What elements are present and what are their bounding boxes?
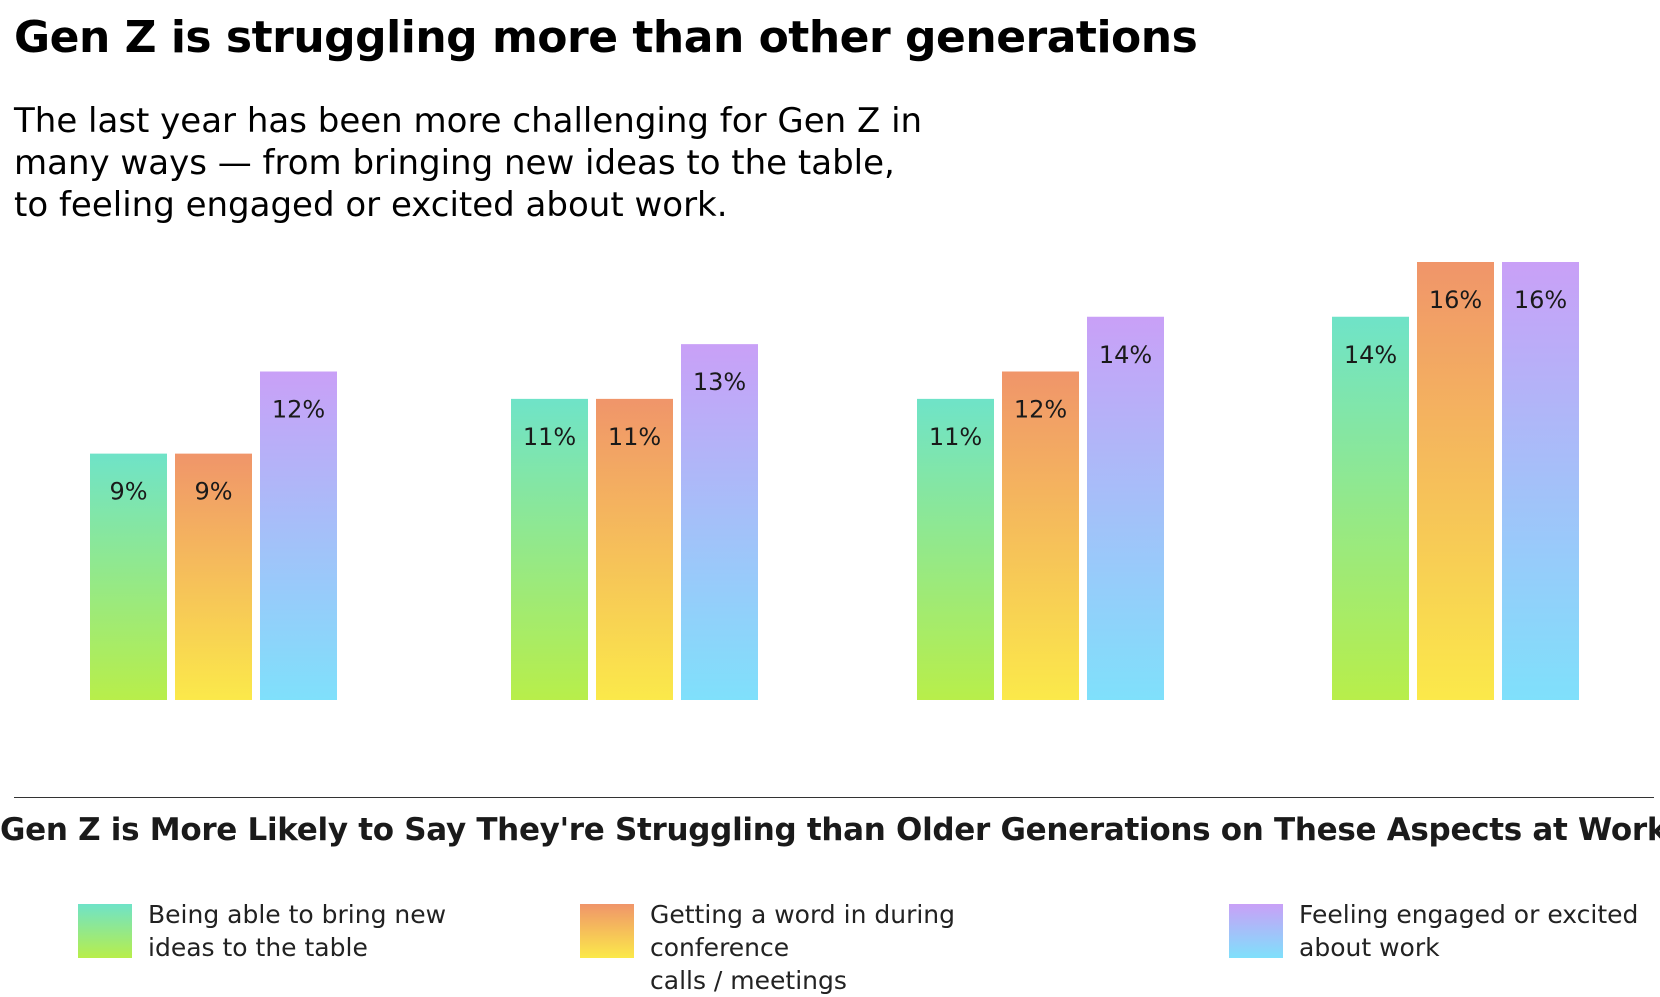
bar-gen-z-series-1 xyxy=(1332,316,1409,700)
data-label-gen-x-series-1: 11% xyxy=(523,423,576,451)
legend-item-engaged: Feeling engaged or excited about work xyxy=(1229,900,1660,964)
legend-swatch-purple xyxy=(1229,904,1283,958)
bar-boomers-series-2 xyxy=(175,453,252,700)
data-label-gen-x-series-3: 13% xyxy=(693,368,746,396)
data-label-gen-z-series-1: 14% xyxy=(1344,341,1397,369)
subhead-line: to feeling engaged or excited about work… xyxy=(14,185,728,225)
data-label-boomers-series-2: 9% xyxy=(194,478,232,506)
legend-label: Being able to bring new ideas to the tab… xyxy=(148,900,447,962)
bar-millennials-series-2 xyxy=(1002,371,1079,700)
data-label-gen-z-series-2: 16% xyxy=(1429,286,1482,314)
chart-title: Gen Z is More Likely to Say They're Stru… xyxy=(0,812,1660,848)
data-label-gen-x-series-2: 11% xyxy=(608,423,661,451)
legend-swatch-orange xyxy=(580,904,634,958)
subhead-line: The last year has been more challenging … xyxy=(14,101,923,141)
labels-layer: 9% 9% 12% 11% 11% 13% 11% 12% 14% 14% 16% 16% xyxy=(109,286,1567,506)
data-label-gen-z-series-3: 16% xyxy=(1514,286,1567,314)
data-label-boomers-series-3: 12% xyxy=(272,396,325,424)
bar-gen-x-series-2 xyxy=(596,398,673,700)
bar-boomers-series-1 xyxy=(90,453,167,700)
legend-swatch-green xyxy=(78,904,132,958)
legend-item-new-ideas: Being able to bring new ideas to the tab… xyxy=(78,900,588,964)
bar-millennials-series-3 xyxy=(1087,316,1164,700)
category-label-millennials: Millennials xyxy=(955,719,1125,720)
category-label-gen-z: Gen Z xyxy=(1410,719,1502,720)
data-label-boomers-series-1: 9% xyxy=(109,478,147,506)
category-label-boomers: Boomers xyxy=(144,719,282,720)
headline: Gen Z is struggling more than other gene… xyxy=(14,12,1198,63)
legend: Being able to bring new ideas to the tab… xyxy=(0,900,1660,995)
subhead: The last year has been more challenging … xyxy=(14,100,923,226)
bar-gen-x-series-3 xyxy=(681,344,758,700)
divider xyxy=(14,797,1654,798)
category-label-gen-x: Gen X xyxy=(588,719,682,720)
bar-millennials-series-1 xyxy=(917,398,994,700)
subhead-line: many ways — from bringing new ideas to t… xyxy=(14,143,895,183)
legend-label: Feeling engaged or excited about work xyxy=(1299,900,1639,962)
bar-gen-z-series-3 xyxy=(1502,262,1579,700)
bar-gen-z-series-2 xyxy=(1417,262,1494,700)
legend-item-conference-calls: Getting a word in during conference call… xyxy=(580,900,1090,997)
data-label-millennials-series-2: 12% xyxy=(1014,396,1067,424)
bar-gen-x-series-1 xyxy=(511,398,588,700)
bars-layer xyxy=(90,262,1579,700)
legend-label: Getting a word in during conference call… xyxy=(650,900,956,995)
bar-chart: 9% 9% 12% 11% 11% 13% 11% 12% 14% 14% 16% 16% Boome… xyxy=(90,262,1579,720)
category-labels: Boomers Gen X Millennials Gen Z xyxy=(144,719,1501,720)
data-label-millennials-series-3: 14% xyxy=(1099,341,1152,369)
bar-boomers-series-3 xyxy=(260,371,337,700)
data-label-millennials-series-1: 11% xyxy=(929,423,982,451)
